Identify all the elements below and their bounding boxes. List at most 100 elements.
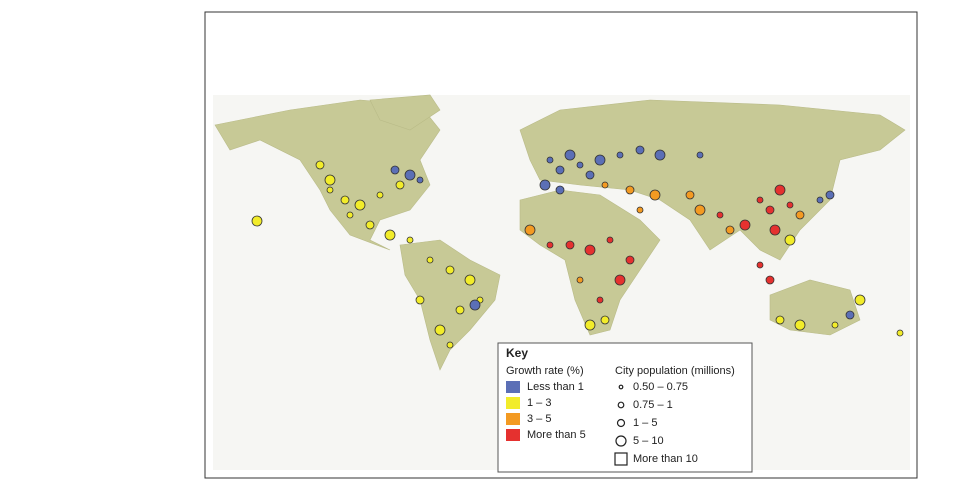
city-marker <box>384 229 396 241</box>
growth-label: More than 5 <box>527 429 586 441</box>
city-marker <box>455 305 465 315</box>
growth-swatch <box>506 429 520 441</box>
population-symbol <box>614 452 628 466</box>
city-marker <box>594 154 606 166</box>
city-marker <box>694 204 706 216</box>
city-marker <box>376 191 384 199</box>
city-marker <box>251 215 263 227</box>
city-marker <box>786 201 794 209</box>
growth-label: 1 – 3 <box>527 397 551 409</box>
city-marker <box>546 156 554 164</box>
population-symbol <box>617 401 625 409</box>
city-marker <box>596 296 604 304</box>
city-marker <box>616 151 624 159</box>
city-marker <box>606 236 614 244</box>
eurasia <box>519 99 906 261</box>
city-marker <box>774 184 786 196</box>
population-symbol <box>616 418 626 428</box>
city-marker <box>404 169 416 181</box>
greenland <box>369 94 441 131</box>
city-marker <box>434 324 446 336</box>
population-title: City population (millions) <box>615 365 735 377</box>
city-marker <box>524 224 536 236</box>
south-america <box>399 239 501 371</box>
city-marker <box>555 185 565 195</box>
city-marker <box>416 176 424 184</box>
city-marker <box>649 189 661 201</box>
population-symbol <box>615 435 627 447</box>
city-marker <box>555 165 565 175</box>
city-marker <box>464 274 476 286</box>
city-marker <box>756 196 764 204</box>
city-marker <box>576 161 584 169</box>
city-marker <box>696 151 704 159</box>
population-label: 5 – 10 <box>633 435 664 447</box>
growth-swatch <box>506 413 520 425</box>
city-marker <box>614 274 626 286</box>
city-marker <box>725 225 735 235</box>
city-marker <box>854 294 866 306</box>
city-marker <box>395 180 405 190</box>
city-marker <box>816 196 824 204</box>
city-marker <box>564 149 576 161</box>
city-marker <box>716 211 724 219</box>
city-marker <box>565 240 575 250</box>
city-marker <box>625 255 635 265</box>
city-marker <box>825 190 835 200</box>
city-marker <box>469 299 481 311</box>
key: Key Growth rate (%) City population (mil… <box>497 342 753 473</box>
city-marker <box>539 179 551 191</box>
city-marker <box>584 244 596 256</box>
city-marker <box>546 241 554 249</box>
population-label: 0.75 – 1 <box>633 399 673 411</box>
city-marker <box>354 199 366 211</box>
city-marker <box>795 210 805 220</box>
city-marker <box>625 185 635 195</box>
city-marker <box>324 174 336 186</box>
city-marker <box>784 234 796 246</box>
city-marker <box>636 206 644 214</box>
africa <box>519 189 661 336</box>
city-marker <box>415 295 425 305</box>
population-label: More than 10 <box>633 453 698 465</box>
population-label: 0.50 – 0.75 <box>633 381 688 393</box>
city-marker <box>654 149 666 161</box>
australia <box>769 279 861 336</box>
city-marker <box>765 275 775 285</box>
city-marker <box>845 310 855 320</box>
city-marker <box>600 315 610 325</box>
growth-label: 3 – 5 <box>527 413 551 425</box>
city-marker <box>346 211 354 219</box>
city-marker <box>831 321 839 329</box>
city-marker <box>685 190 695 200</box>
city-marker <box>406 236 414 244</box>
growth-swatch <box>506 381 520 393</box>
city-marker <box>635 145 645 155</box>
city-marker <box>794 319 806 331</box>
city-marker <box>739 219 751 231</box>
population-label: 1 – 5 <box>633 417 657 429</box>
growth-title: Growth rate (%) <box>506 365 584 377</box>
city-marker <box>426 256 434 264</box>
key-title: Key <box>506 346 528 360</box>
city-marker <box>896 329 904 337</box>
city-marker <box>315 160 325 170</box>
growth-label: Less than 1 <box>527 381 584 393</box>
city-marker <box>769 224 781 236</box>
city-marker <box>584 319 596 331</box>
population-symbol <box>618 384 624 390</box>
city-marker <box>340 195 350 205</box>
key-box <box>497 342 753 473</box>
city-marker <box>576 276 584 284</box>
city-marker <box>445 265 455 275</box>
city-marker <box>601 181 609 189</box>
city-marker <box>326 186 334 194</box>
city-marker <box>390 165 400 175</box>
growth-swatch <box>506 397 520 409</box>
city-marker <box>585 170 595 180</box>
city-marker <box>775 315 785 325</box>
city-marker <box>446 341 454 349</box>
city-marker <box>765 205 775 215</box>
cities <box>251 145 904 349</box>
